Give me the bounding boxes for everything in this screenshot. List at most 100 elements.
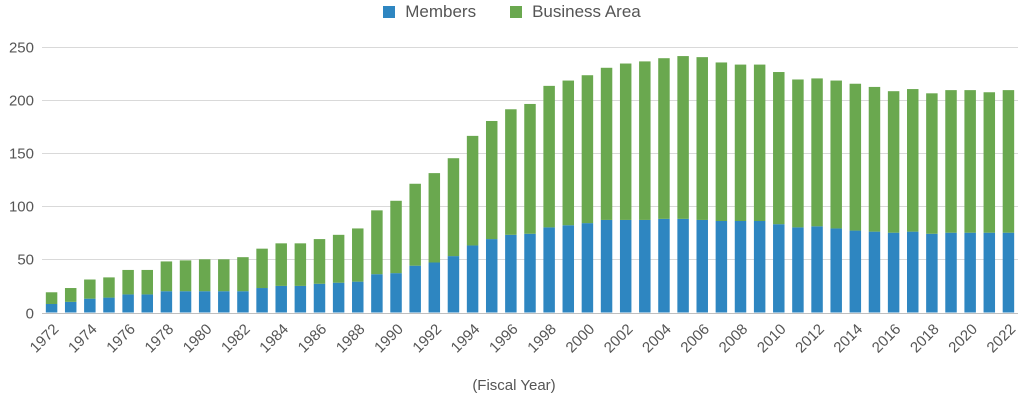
bar-members-2018[interactable] [926, 233, 938, 313]
bar-business-area-2012[interactable] [811, 78, 823, 227]
bar-members-2001[interactable] [600, 219, 613, 313]
bar-business-area-1982[interactable] [237, 257, 249, 292]
bar-business-area-1989[interactable] [371, 210, 383, 275]
bar-members-1980[interactable] [198, 291, 211, 313]
bar-members-2016[interactable] [887, 232, 900, 313]
bar-business-area-2003[interactable] [639, 61, 651, 220]
bar-members-1977[interactable] [141, 294, 153, 313]
bar-members-1989[interactable] [371, 274, 383, 313]
bar-members-1976[interactable] [122, 294, 134, 313]
bar-business-area-2022[interactable] [1002, 90, 1015, 233]
bar-business-area-1994[interactable] [466, 135, 479, 246]
bar-members-2010[interactable] [773, 224, 785, 313]
bar-members-1996[interactable] [505, 234, 517, 313]
bar-members-1973[interactable] [64, 301, 77, 313]
bar-business-area-2007[interactable] [715, 62, 728, 221]
bar-business-area-2002[interactable] [619, 63, 632, 220]
bar-business-area-1991[interactable] [409, 183, 421, 266]
bar-business-area-2008[interactable] [734, 64, 747, 221]
bar-members-1998[interactable] [543, 227, 555, 313]
bar-members-1979[interactable] [179, 291, 192, 313]
bar-members-1974[interactable] [84, 298, 96, 313]
bar-members-1986[interactable] [313, 283, 326, 313]
bar-business-area-2018[interactable] [926, 93, 938, 234]
bar-business-area-2021[interactable] [983, 92, 996, 233]
bar-members-2007[interactable] [715, 220, 728, 313]
bar-members-2005[interactable] [677, 218, 689, 313]
bar-business-area-2011[interactable] [792, 79, 804, 228]
bar-members-1987[interactable] [332, 282, 345, 313]
bar-members-1994[interactable] [466, 245, 479, 313]
bar-business-area-1996[interactable] [505, 109, 517, 235]
bar-business-area-1973[interactable] [64, 288, 77, 302]
bar-business-area-1974[interactable] [84, 279, 96, 299]
bar-business-area-1977[interactable] [141, 269, 153, 295]
bar-members-1991[interactable] [409, 265, 421, 313]
bar-business-area-2014[interactable] [849, 83, 862, 231]
bar-business-area-1986[interactable] [313, 239, 326, 284]
bar-members-2014[interactable] [849, 230, 862, 313]
bar-business-area-2013[interactable] [830, 80, 842, 229]
bar-members-1999[interactable] [562, 225, 575, 313]
bar-business-area-2019[interactable] [945, 90, 957, 233]
bar-members-1972[interactable] [45, 303, 58, 313]
bar-business-area-1980[interactable] [198, 259, 211, 292]
bar-members-2003[interactable] [639, 219, 651, 313]
bar-members-1993[interactable] [447, 256, 460, 313]
bar-business-area-1998[interactable] [543, 85, 555, 228]
bar-members-2011[interactable] [792, 227, 804, 313]
bar-business-area-1981[interactable] [218, 259, 230, 292]
bar-members-2021[interactable] [983, 232, 996, 313]
bar-business-area-1987[interactable] [332, 234, 345, 283]
bar-members-1982[interactable] [237, 291, 249, 313]
bar-business-area-2000[interactable] [581, 75, 594, 224]
bar-business-area-2020[interactable] [964, 90, 976, 233]
bar-members-2009[interactable] [753, 220, 766, 313]
bar-business-area-1990[interactable] [390, 200, 402, 274]
bar-business-area-1975[interactable] [103, 277, 115, 298]
bar-members-1995[interactable] [485, 239, 498, 313]
bar-members-2015[interactable] [868, 231, 881, 313]
bar-members-1985[interactable] [294, 285, 307, 313]
bar-members-2012[interactable] [811, 226, 823, 313]
bar-business-area-1983[interactable] [256, 248, 268, 289]
bar-business-area-2016[interactable] [887, 91, 900, 233]
bar-members-2013[interactable] [830, 228, 842, 313]
bar-business-area-2010[interactable] [773, 72, 785, 225]
bar-members-2000[interactable] [581, 223, 594, 313]
bar-business-area-1976[interactable] [122, 269, 134, 295]
bar-members-2008[interactable] [734, 220, 747, 313]
bar-members-1978[interactable] [160, 291, 173, 313]
bar-members-1990[interactable] [390, 273, 402, 313]
bar-members-1984[interactable] [275, 285, 287, 313]
bar-business-area-1999[interactable] [562, 80, 575, 226]
bar-business-area-1993[interactable] [447, 158, 460, 257]
bar-business-area-1978[interactable] [160, 261, 173, 292]
bar-business-area-2004[interactable] [658, 58, 670, 219]
bar-members-1983[interactable] [256, 288, 268, 313]
bar-members-2020[interactable] [964, 232, 976, 313]
bar-business-area-2009[interactable] [753, 64, 766, 221]
legend-item-business-area[interactable]: Business Area [510, 2, 641, 22]
bar-business-area-2005[interactable] [677, 56, 689, 219]
bar-members-2002[interactable] [619, 219, 632, 313]
bar-members-2022[interactable] [1002, 232, 1015, 313]
bar-business-area-1972[interactable] [45, 292, 58, 304]
bar-members-1975[interactable] [103, 297, 115, 313]
bar-members-2006[interactable] [696, 219, 708, 313]
bar-members-1988[interactable] [352, 281, 364, 313]
bar-business-area-1984[interactable] [275, 243, 287, 286]
bar-members-1997[interactable] [524, 233, 536, 313]
bar-business-area-2006[interactable] [696, 57, 708, 220]
bar-members-2017[interactable] [907, 231, 919, 313]
bar-business-area-2001[interactable] [600, 67, 613, 220]
bar-business-area-1995[interactable] [485, 120, 498, 240]
bar-members-2019[interactable] [945, 232, 957, 313]
bar-business-area-2015[interactable] [868, 86, 881, 232]
bar-business-area-1992[interactable] [428, 173, 441, 263]
bar-members-1992[interactable] [428, 262, 441, 313]
bar-business-area-1988[interactable] [352, 228, 364, 282]
legend-item-members[interactable]: Members [383, 2, 476, 22]
bar-business-area-1979[interactable] [179, 260, 192, 292]
bar-business-area-1997[interactable] [524, 103, 536, 234]
